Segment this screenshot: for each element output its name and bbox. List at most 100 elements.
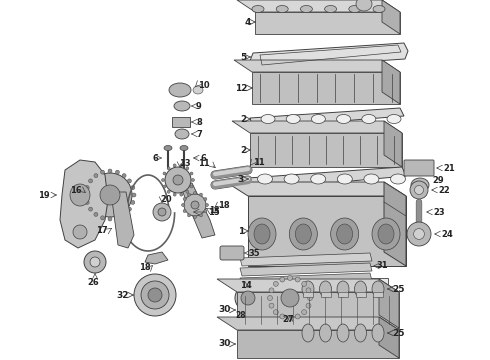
Text: 16: 16 — [70, 185, 82, 194]
Ellipse shape — [319, 324, 332, 342]
Text: 4: 4 — [245, 18, 251, 27]
Text: 22: 22 — [438, 185, 450, 194]
Polygon shape — [232, 121, 402, 133]
Ellipse shape — [284, 174, 299, 184]
Text: 26: 26 — [87, 278, 99, 287]
Bar — [320, 292, 330, 297]
Ellipse shape — [70, 184, 90, 206]
Text: 11: 11 — [253, 158, 265, 166]
Polygon shape — [384, 182, 406, 266]
Text: 23: 23 — [433, 207, 444, 216]
Ellipse shape — [373, 5, 385, 13]
Ellipse shape — [252, 5, 264, 13]
Ellipse shape — [248, 218, 276, 250]
Text: 32: 32 — [117, 291, 129, 300]
Text: 15: 15 — [208, 207, 220, 216]
Text: 2: 2 — [240, 114, 246, 123]
FancyBboxPatch shape — [404, 160, 434, 176]
Ellipse shape — [319, 281, 332, 297]
Ellipse shape — [85, 201, 89, 204]
Ellipse shape — [194, 216, 196, 219]
Ellipse shape — [188, 214, 191, 217]
Ellipse shape — [387, 114, 401, 123]
Ellipse shape — [188, 193, 191, 196]
Ellipse shape — [127, 207, 131, 211]
Ellipse shape — [288, 275, 293, 280]
Text: 31: 31 — [376, 261, 388, 270]
Ellipse shape — [193, 86, 203, 94]
Ellipse shape — [337, 174, 352, 184]
Text: 18: 18 — [139, 264, 151, 273]
Ellipse shape — [273, 282, 278, 286]
Text: 29: 29 — [432, 176, 443, 185]
Ellipse shape — [173, 164, 176, 167]
Polygon shape — [60, 160, 108, 248]
Ellipse shape — [372, 324, 384, 342]
Ellipse shape — [132, 193, 136, 197]
Text: 30: 30 — [219, 306, 231, 315]
Ellipse shape — [269, 303, 274, 308]
Polygon shape — [252, 72, 400, 104]
Ellipse shape — [349, 5, 361, 13]
Ellipse shape — [194, 192, 196, 194]
Ellipse shape — [167, 167, 170, 170]
Ellipse shape — [94, 174, 98, 177]
Ellipse shape — [191, 201, 199, 209]
Polygon shape — [379, 279, 399, 328]
Ellipse shape — [302, 281, 314, 297]
Bar — [298, 322, 388, 344]
Ellipse shape — [295, 277, 300, 282]
Ellipse shape — [235, 285, 261, 311]
Text: 21: 21 — [443, 163, 455, 172]
Ellipse shape — [173, 193, 176, 196]
Ellipse shape — [85, 186, 89, 190]
Ellipse shape — [354, 281, 367, 297]
Polygon shape — [112, 192, 134, 248]
Polygon shape — [250, 108, 404, 128]
Ellipse shape — [300, 5, 313, 13]
Ellipse shape — [337, 324, 349, 342]
Text: 1: 1 — [238, 226, 244, 235]
Ellipse shape — [84, 193, 88, 197]
Ellipse shape — [180, 145, 188, 150]
Ellipse shape — [414, 229, 424, 239]
Polygon shape — [240, 273, 372, 286]
Ellipse shape — [180, 193, 183, 196]
Polygon shape — [248, 196, 406, 266]
Text: 24: 24 — [441, 230, 453, 239]
Ellipse shape — [181, 203, 185, 207]
Ellipse shape — [165, 167, 191, 193]
Ellipse shape — [337, 114, 351, 123]
Text: 2: 2 — [240, 145, 246, 154]
Ellipse shape — [163, 172, 166, 175]
Ellipse shape — [364, 174, 379, 184]
Polygon shape — [382, 0, 400, 34]
Ellipse shape — [90, 257, 100, 267]
Bar — [373, 292, 383, 297]
Polygon shape — [248, 167, 406, 190]
Ellipse shape — [73, 225, 87, 239]
Text: 10: 10 — [198, 81, 210, 90]
Text: 35: 35 — [248, 248, 260, 257]
Text: 30: 30 — [219, 339, 231, 348]
Ellipse shape — [163, 185, 166, 188]
Ellipse shape — [415, 185, 423, 194]
Ellipse shape — [131, 201, 135, 204]
Ellipse shape — [280, 277, 285, 282]
Ellipse shape — [372, 281, 384, 297]
Polygon shape — [250, 133, 402, 167]
Ellipse shape — [88, 173, 132, 217]
Polygon shape — [237, 0, 400, 12]
Ellipse shape — [116, 170, 120, 174]
Ellipse shape — [134, 274, 176, 316]
Text: 19: 19 — [38, 190, 50, 199]
Text: 6: 6 — [152, 153, 158, 162]
Text: 25: 25 — [392, 328, 405, 338]
Ellipse shape — [148, 288, 162, 302]
Ellipse shape — [186, 167, 189, 170]
Text: 18: 18 — [218, 201, 230, 210]
Ellipse shape — [295, 224, 311, 244]
Polygon shape — [237, 292, 399, 328]
Polygon shape — [382, 60, 400, 104]
Text: 5: 5 — [240, 53, 246, 62]
